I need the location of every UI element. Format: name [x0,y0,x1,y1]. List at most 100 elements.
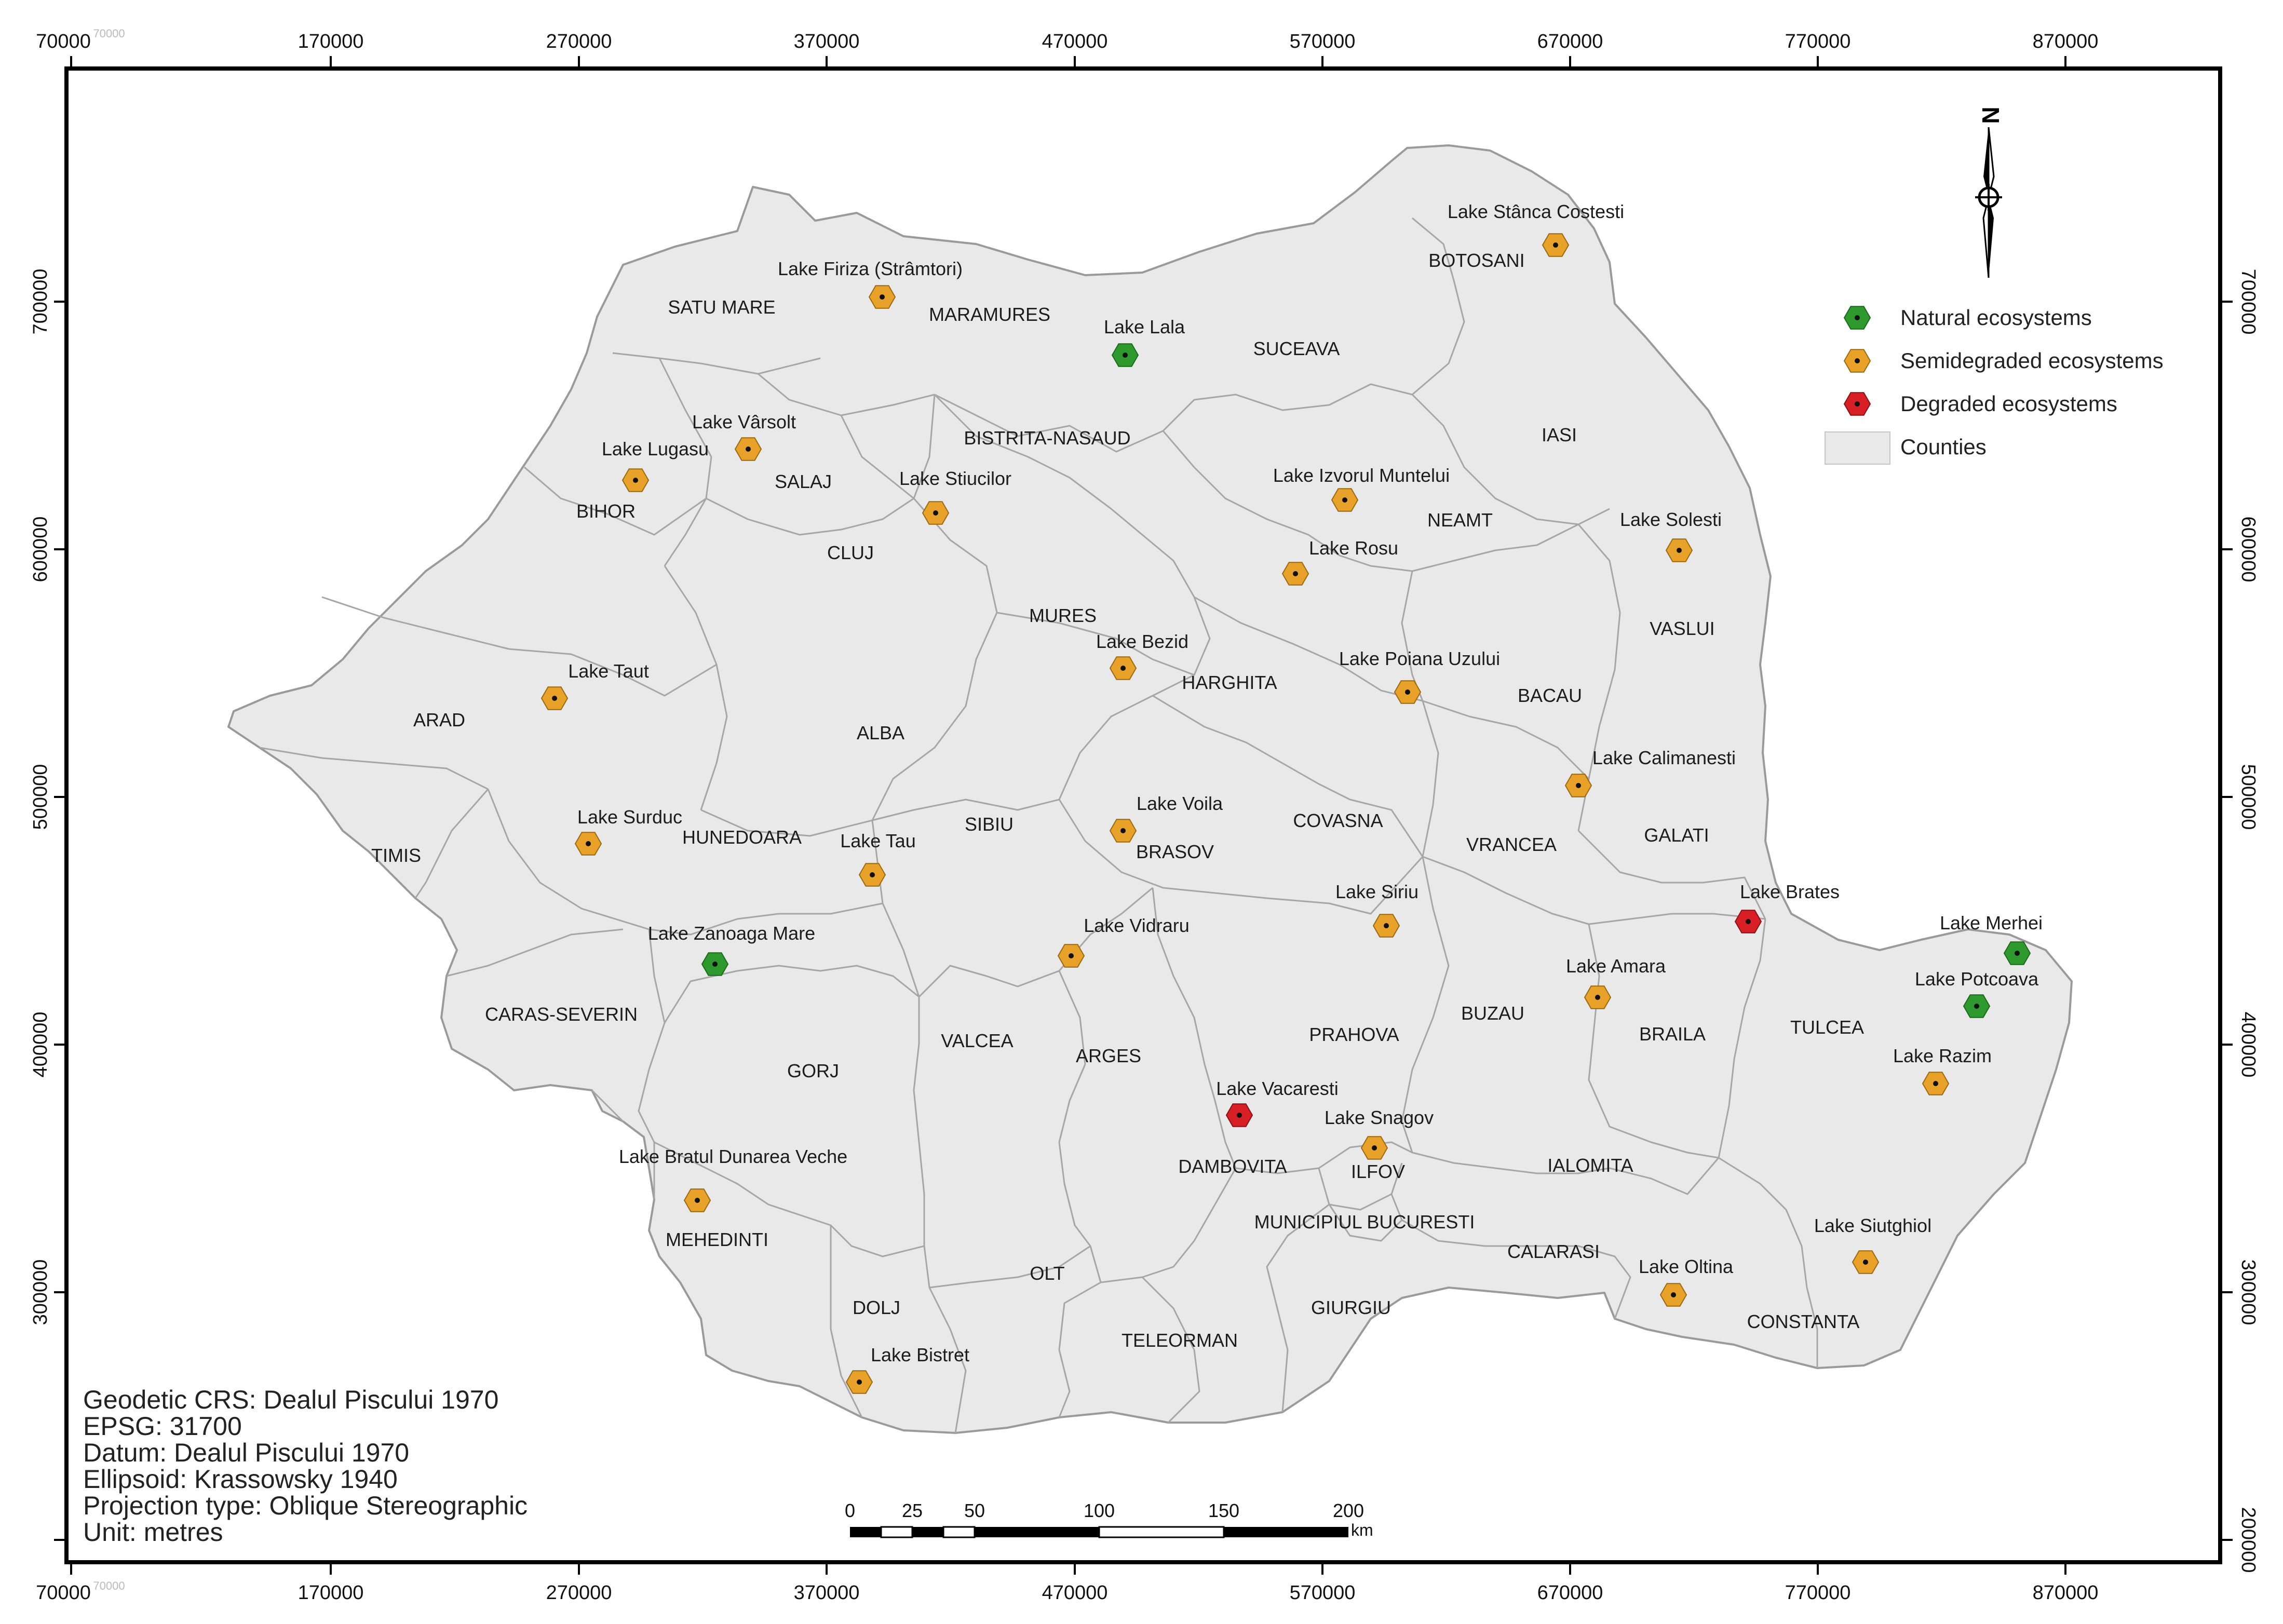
lake-marker[interactable] [1225,1103,1253,1127]
north-arrow-needle-bottom [1989,197,1994,278]
scale-bar-labels: 0 25 50 100 150 200 [845,1500,1364,1521]
lake-marker[interactable] [1584,985,1612,1009]
marker-dot [746,446,751,452]
marker-dot [1576,783,1581,788]
lake-marker[interactable] [1372,914,1400,938]
lake-label: Lake Lugasu [602,438,709,459]
x-tick-label-bottom: 370000 [794,1582,860,1604]
lake-label: Lake Solesti [1620,509,1722,530]
lake-marker[interactable] [1109,819,1137,843]
lake-marker[interactable] [1111,343,1139,367]
legend-semidegraded-dot [1855,358,1860,363]
x-tick-label-top: 870000 [2033,31,2099,52]
lake-marker[interactable] [1394,680,1422,704]
lake-marker[interactable] [1057,944,1085,968]
lake-marker[interactable] [2003,941,2031,965]
county-label: GALATI [1644,824,1709,846]
lake-marker[interactable] [541,686,569,710]
legend-degraded-label: Degraded ecosystems [1900,391,2117,416]
lake-marker[interactable] [683,1188,711,1212]
county-label: SATU MARE [668,296,775,318]
y-tick-label-right: 500000 [2237,764,2259,830]
legend: Natural ecosystems Semidegraded ecosyste… [1825,305,2164,465]
legend-natural-label: Natural ecosystems [1900,305,2092,330]
lake-marker[interactable] [622,468,650,492]
x-tick-label-top: 770000 [1785,31,1851,52]
lake-marker[interactable] [1852,1250,1880,1274]
county-label: BIHOR [576,500,636,522]
county-label: SIBIU [965,814,1014,835]
lake-label: Lake Bistret [871,1344,969,1365]
lake-label: Lake Surduc [577,806,682,828]
county-label: COVASNA [1293,810,1383,831]
county-label: SALAJ [775,471,832,492]
lake-label: Lake Vârsolt [692,411,796,432]
lake-marker[interactable] [1564,774,1592,797]
marker-dot [1069,953,1074,958]
lake-label: Lake Siutghiol [1814,1215,1931,1236]
lake-marker[interactable] [845,1370,873,1394]
county-label: ARGES [1076,1045,1141,1066]
lake-marker[interactable] [1963,994,1991,1018]
legend-item-semidegraded: Semidegraded ecosystems [1843,348,2164,373]
county-label: IALOMITA [1547,1155,1633,1176]
marker-dot [633,478,638,483]
y-tick-label-right: 300000 [2237,1260,2259,1325]
marker-dot [1237,1113,1242,1118]
x-tick-label-bottom: 770000 [1785,1582,1851,1604]
lake-marker[interactable] [574,832,602,856]
axis-ticks [54,56,2233,1575]
north-arrow-needle-top [1983,127,1989,197]
county-boundaries [259,217,1818,1433]
legend-item-natural: Natural ecosystems [1843,305,2092,330]
legend-counties-swatch [1825,431,1890,465]
lake-marker[interactable] [734,437,762,461]
lake-marker[interactable] [1331,488,1359,512]
lake-marker[interactable] [1360,1136,1388,1160]
lake-marker[interactable] [858,863,886,887]
scale-bar-seg [912,1527,943,1537]
y-tick-label-left: 500000 [30,764,51,830]
lake-marker[interactable] [922,501,950,525]
lake-label: Lake Merhei [1940,912,2043,933]
scale-bar-label: 50 [964,1500,985,1521]
lake-label: Lake Bratul Dunarea Veche [619,1146,847,1167]
x-tick-label-top: 70000 [36,31,91,52]
lake-marker[interactable] [868,285,896,309]
lake-marker[interactable] [1922,1072,1950,1095]
scale-bar-seg [942,1526,976,1538]
county-label: IASI [1542,424,1577,445]
marker-dot [1746,919,1751,924]
scale-bar-seg [1224,1527,1348,1537]
y-tick-label-left: 300000 [30,1260,51,1325]
lake-label: Lake Lala [1104,316,1185,337]
lake-marker[interactable] [1734,910,1762,933]
x-tick-label-bottom: 670000 [1537,1582,1603,1604]
x-tick-label-bottom: 870000 [2033,1582,2099,1604]
scale-bar-unit: km [1351,1521,1373,1539]
lake-marker[interactable] [701,952,729,976]
lake-label: Lake Oltina [1639,1256,1734,1277]
y-tick-label-right: 600000 [2237,517,2259,583]
marker-dot [1553,242,1558,248]
right-y-tick-labels: 700000 600000 500000 400000 300000 20000… [2237,269,2259,1573]
county-label: CARAS-SEVERIN [485,1004,638,1025]
x-tick-label-top: 170000 [298,31,364,52]
lake-marker[interactable] [1659,1283,1687,1307]
lake-label: Lake Calimanesti [1592,747,1736,768]
lake-label: Lake Snagov [1325,1107,1434,1128]
crs-info-line: Datum: Dealul Piscului 1970 [83,1438,409,1467]
county-label: TULCEA [1790,1017,1864,1038]
marker-dot [857,1379,862,1385]
north-arrow-needle-top-light [1988,127,1995,198]
north-arrow-letter: N [1977,106,2004,124]
lake-marker[interactable] [1109,656,1137,680]
lake-marker[interactable] [1665,538,1693,562]
lake-marker[interactable] [1281,562,1309,586]
legend-natural-dot [1855,315,1860,320]
lake-label: Lake Amara [1566,955,1666,977]
county-label: ARAD [413,709,465,730]
county-label: HUNEDOARA [682,827,802,848]
scale-bar: 0 25 50 100 150 200 km [845,1500,1373,1539]
lake-marker[interactable] [1542,233,1570,257]
